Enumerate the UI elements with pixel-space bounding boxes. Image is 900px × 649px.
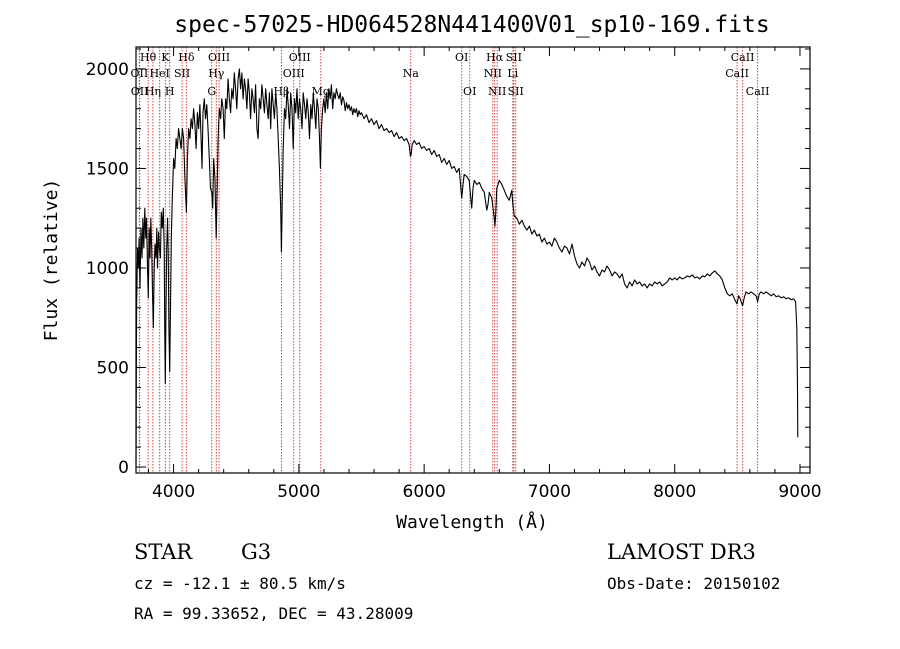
spectral-line-label: OII <box>131 67 149 80</box>
spectral-line-label: Hδ <box>178 51 195 64</box>
x-tick-label: 8000 <box>653 482 696 502</box>
x-tick-label: 6000 <box>403 482 446 502</box>
y-tick-label: 2000 <box>86 60 129 80</box>
spectral-line-label: G <box>207 85 216 98</box>
x-tick-label: 5000 <box>277 482 320 502</box>
spectral-line-label: OIII <box>208 51 230 64</box>
y-tick-label: 500 <box>97 358 129 378</box>
spectral-line-label: OI <box>455 51 468 64</box>
spectral-line-label: SII <box>506 51 522 64</box>
spectral-line-label: CaII <box>746 85 770 98</box>
y-axis-label: Flux (relative) <box>41 179 62 342</box>
x-axis-label: Wavelength (Å) <box>396 511 548 533</box>
spectral-line-label: OIII <box>283 67 305 80</box>
spectral-line-label: SII <box>508 85 524 98</box>
spectral-line-label: NII <box>484 67 502 80</box>
spectral-line-label: Hγ <box>208 67 225 80</box>
spectral-line-label: OIII <box>289 51 311 64</box>
plot-frame <box>135 46 811 474</box>
spectral-line-label: Hη <box>145 85 161 98</box>
obs-date: Obs-Date: 20150102 <box>607 574 780 593</box>
chart-title: spec-57025-HD064528N441400V01_sp10-169.f… <box>174 12 769 38</box>
x-axis: 4000 5000 6000 7000 8000 9000 <box>148 47 822 502</box>
y-axis: 0 500 1000 1500 2000 <box>86 48 810 478</box>
spectral-line-label: OI <box>463 85 476 98</box>
spectral-line-label: CaII <box>725 67 749 80</box>
spectral-line-label: CaII <box>731 51 755 64</box>
spectral-line-label: K <box>161 51 170 64</box>
y-tick-label: 1500 <box>86 159 129 179</box>
spectral-line-label: Hα <box>486 51 504 64</box>
spectral-line-label: Mg <box>312 85 330 98</box>
spectral-line-label: H <box>165 85 175 98</box>
survey-name: LAMOST DR3 <box>607 540 756 564</box>
x-tick-label: 4000 <box>152 482 195 502</box>
object-subclass: G3 <box>241 540 271 564</box>
coordinates-text: RA = 99.33652, DEC = 43.28009 <box>134 604 413 623</box>
spectral-line-label: Li <box>507 67 518 80</box>
spectral-line-markers <box>138 47 759 473</box>
spectral-line-label: HeI <box>149 67 169 80</box>
object-class: STAR <box>134 540 193 564</box>
y-tick-label: 0 <box>118 458 129 478</box>
spectral-line-label: OII <box>131 85 149 98</box>
spectral-line-label: Hθ <box>140 51 157 64</box>
spectrum-line <box>135 68 799 466</box>
x-tick-label: 7000 <box>528 482 571 502</box>
spectral-line-label: Hβ <box>273 85 289 98</box>
spectral-line-label: SII <box>174 67 190 80</box>
y-tick-label: 1000 <box>86 259 129 279</box>
redshift-text: cz = -12.1 ± 80.5 km/s <box>134 574 346 593</box>
spectral-line-labels: HθOIIOIIHηHeIKHSIIHδGOIIIHγHβOIIIOIIIMgN… <box>131 51 770 98</box>
spectral-line-label: Na <box>403 67 420 80</box>
x-tick-label: 9000 <box>778 482 821 502</box>
spectral-line-label: NII <box>488 85 506 98</box>
